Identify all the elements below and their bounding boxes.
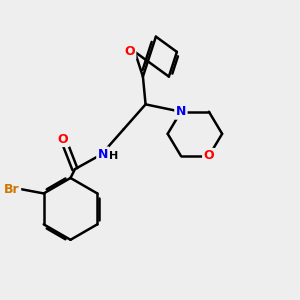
Text: H: H <box>109 151 119 161</box>
Text: O: O <box>204 149 214 162</box>
Text: N: N <box>98 148 108 161</box>
Text: Br: Br <box>4 182 20 196</box>
Text: O: O <box>58 133 68 146</box>
Text: O: O <box>124 45 135 58</box>
Text: N: N <box>176 105 186 118</box>
